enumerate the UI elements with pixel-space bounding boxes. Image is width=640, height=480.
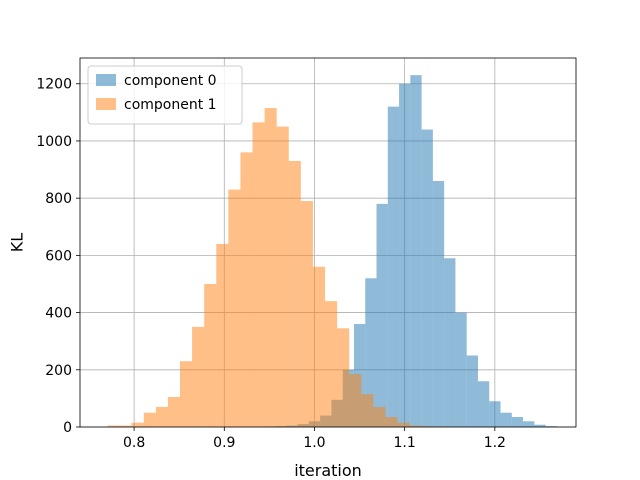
plot-frame [79,57,577,428]
legend-swatch [96,74,116,86]
histogram-bar-series-0 [500,412,512,427]
histogram-bar-series-1 [192,326,205,427]
x-axis-ticks: 0.8 0.9 1.0 1.1 1.2 [123,427,506,451]
histogram-bar-series-1 [216,243,229,427]
legend-swatch [96,98,116,110]
histogram-bar-series-1 [131,422,144,427]
histogram-bar-series-0 [432,181,445,427]
histogram-bar-series-1 [361,394,374,427]
y-axis-label: KL [8,233,27,252]
histogram-bar-series-0 [523,421,535,427]
legend: component 0 component 1 [87,65,243,125]
histogram-bar-series-0 [534,424,546,427]
y-tick-label: 200 [45,363,72,379]
histogram-bar-series-0 [399,83,411,427]
histogram-bar-series-1 [288,160,301,427]
histogram-bar-series-0 [455,312,467,427]
histogram-bar-series-0 [387,106,400,428]
y-tick-label: 400 [45,306,72,322]
histogram-bar-series-1 [240,152,253,427]
histogram-bar-series-1 [252,122,265,427]
histogram-bar-series-1 [337,328,350,427]
y-axis-ticks: 0 200 400 600 800 1000 1200 [36,77,80,436]
histogram-bar-series-1 [300,201,313,427]
histogram-bar-series-1 [204,283,217,427]
y-tick-label: 1000 [36,134,72,150]
y-tick-label: 600 [45,248,72,264]
bars [107,75,557,428]
histogram-bar-series-0 [444,258,456,427]
histogram-bar-series-1 [421,426,434,427]
x-tick-label: 1.1 [394,435,416,451]
histogram-bar-series-1 [264,108,277,427]
legend-box [87,65,243,125]
histogram-bar-series-0 [410,75,422,428]
histogram-bar-series-0 [365,278,377,427]
histogram-bar-series-0 [466,355,478,427]
histogram-bar-series-0 [489,401,501,427]
x-tick-label: 1.2 [484,435,506,451]
histogram-bar-series-1 [325,301,338,427]
histogram-bar-series-1 [228,189,241,427]
histogram-bar-series-1 [373,406,386,427]
histogram-bar-series-1 [155,406,168,427]
histogram-bar-series-1 [276,126,289,428]
histogram-bar-series-0 [511,416,524,427]
y-tick-label: 0 [63,420,72,436]
legend-label: component 1 [124,97,217,113]
histogram-bar-series-1 [312,266,326,427]
histogram-bar-series-0 [477,381,490,427]
histogram-bar-series-1 [385,416,398,427]
x-axis-label: iteration [294,461,362,480]
histogram-bar-series-1 [180,361,193,427]
histogram-bar-series-0 [545,426,557,427]
histogram-bar-series-1 [409,425,422,427]
histogram-bar-series-0 [376,203,388,427]
x-tick-label: 0.8 [123,435,145,451]
x-tick-label: 1.0 [303,435,325,451]
histogram-bar-series-1 [349,374,362,427]
histogram-bar-series-1 [119,425,132,427]
histogram-bar-series-1 [143,412,156,427]
legend-label: component 0 [124,73,217,89]
histogram-bar-series-1 [167,396,181,427]
histogram-bar-series-0 [421,129,433,427]
y-tick-label: 800 [45,191,72,207]
histogram-bar-series-1 [107,425,120,427]
histogram-bar-series-1 [397,422,410,427]
x-tick-label: 0.9 [213,435,235,451]
y-tick-label: 1200 [36,77,72,93]
